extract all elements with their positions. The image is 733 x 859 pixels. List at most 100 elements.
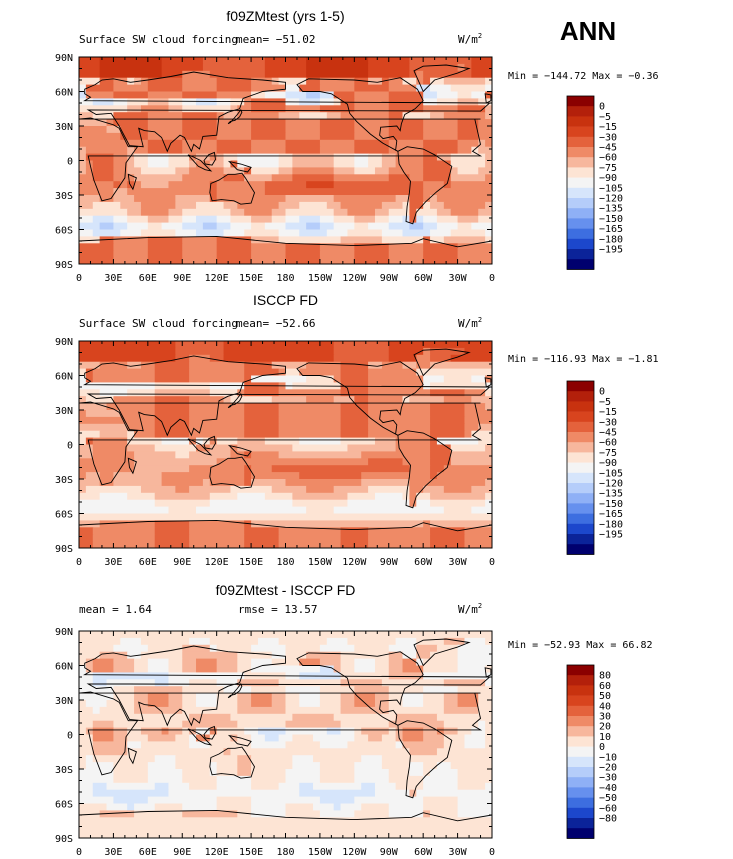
field-cell (333, 396, 355, 404)
field-cell (168, 665, 183, 673)
field-cell (92, 665, 115, 673)
field-cell (354, 734, 369, 742)
colorbar-swatch (567, 208, 594, 219)
field-cell (464, 416, 492, 425)
field-cell (354, 167, 376, 175)
field-cell (182, 119, 218, 127)
field-cell (189, 416, 245, 425)
field-cell (443, 201, 486, 210)
field-cell (457, 644, 492, 653)
field-cell (485, 741, 492, 749)
field-cell (175, 167, 190, 175)
field-cell (333, 222, 355, 231)
field-cell (471, 63, 492, 72)
colorbar-swatch (567, 787, 594, 798)
x-tick-label: 0 (76, 557, 82, 568)
field-cell (340, 534, 369, 542)
field-cell (292, 734, 314, 742)
field-cell (478, 146, 492, 155)
field-cell (402, 651, 417, 660)
field-cell (127, 803, 135, 811)
field-cell (99, 472, 115, 480)
field-cell (209, 741, 252, 749)
colorbar-level-label: −60 (599, 438, 617, 449)
coastline (83, 645, 491, 727)
field-cell (175, 755, 238, 763)
field-cell (134, 430, 156, 439)
field-cell (140, 229, 176, 237)
field-cell (457, 215, 479, 224)
colorbar-level-label: 20 (599, 722, 611, 733)
field-cell (168, 160, 190, 168)
field-cell (402, 361, 417, 370)
field-cell (113, 84, 149, 93)
field-cell (113, 257, 149, 264)
field-cell (79, 644, 115, 653)
colorbar-swatch (567, 96, 594, 107)
y-tick-label: 90S (55, 544, 73, 555)
field-cell (430, 382, 486, 390)
field-cell (189, 637, 211, 646)
field-cell (285, 775, 321, 784)
field-cell (354, 775, 390, 784)
field-cell (354, 215, 376, 224)
field-cell (471, 70, 492, 79)
field-cell (85, 762, 115, 770)
coastline (484, 377, 492, 388)
field-cell (485, 720, 492, 729)
field-cell (161, 222, 183, 231)
field-cell (430, 444, 452, 452)
coastline (296, 651, 424, 726)
field-cell (251, 658, 273, 667)
field-cell (244, 465, 252, 473)
field-cell (189, 396, 225, 404)
field-cell (306, 485, 335, 494)
field-cell (409, 748, 438, 756)
field-cell (478, 215, 492, 224)
field-cell (140, 741, 190, 749)
coastline (79, 691, 483, 776)
field-cell (450, 181, 492, 189)
field-cell (257, 637, 280, 646)
field-cell (292, 160, 335, 168)
field-cell (381, 679, 445, 687)
field-cell (278, 201, 300, 210)
field-cell (306, 63, 369, 72)
field-cell (326, 727, 342, 736)
field-cell (285, 139, 321, 148)
field-cell (189, 153, 197, 162)
field-cell (154, 361, 190, 370)
field-cell (237, 665, 252, 673)
colorbar-swatch (567, 411, 594, 423)
field-cell (134, 153, 149, 162)
field-cell (189, 368, 245, 377)
field-cell (237, 160, 280, 168)
field-cell (443, 700, 459, 708)
field-cell (113, 734, 128, 742)
field-cell (154, 755, 176, 763)
field-cell (264, 222, 287, 231)
coastline (397, 146, 453, 225)
field-cell (430, 403, 466, 411)
field-cell (285, 215, 300, 224)
field-cell (478, 167, 492, 175)
field-cell (409, 789, 417, 798)
field-cell (79, 126, 108, 134)
field-cell (430, 84, 452, 93)
field-cell (457, 98, 479, 106)
x-tick-label: 60E (139, 273, 157, 284)
field-cell (285, 479, 362, 487)
field-cell (278, 541, 342, 548)
field-cell (85, 146, 128, 155)
field-cell (409, 215, 417, 224)
coastline (484, 667, 492, 678)
colorbar-frame (566, 664, 595, 839)
field-cell (99, 63, 163, 72)
field-cell (189, 713, 232, 722)
field-cell (209, 437, 218, 446)
field-cell (196, 160, 211, 168)
x-tick-label: 60W (414, 273, 433, 284)
field-cell (175, 341, 225, 349)
field-cell (251, 520, 424, 528)
colorbar: 0−5−15−30−45−60−75−90−105−120−135−150−16… (566, 95, 623, 270)
